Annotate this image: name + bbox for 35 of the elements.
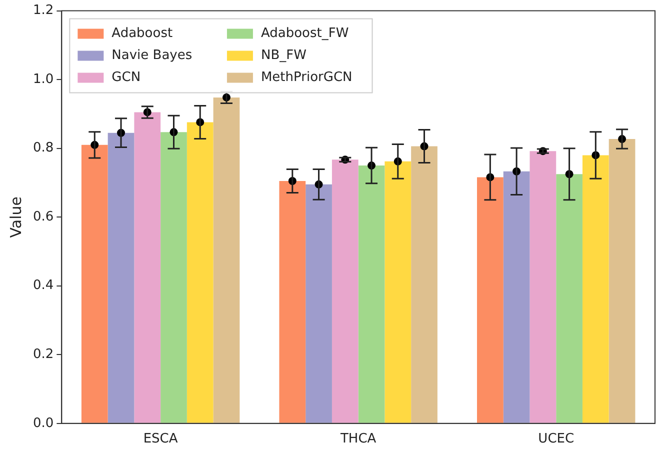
bar <box>556 174 582 423</box>
bar <box>81 144 108 423</box>
legend-label: MethPriorGCN <box>260 70 352 86</box>
bar <box>411 146 438 423</box>
legend-label: Adaboost <box>112 26 173 42</box>
bar <box>279 181 306 423</box>
legend-label: NB_FW <box>260 48 307 64</box>
legend-label: Adaboost_FW <box>260 26 349 42</box>
bar <box>108 132 134 423</box>
y-tick-label: 0.2 <box>32 347 54 362</box>
bar <box>608 139 636 423</box>
x-tick-label: ESCA <box>143 432 178 447</box>
y-axis-title: Value <box>6 196 25 238</box>
bar <box>134 112 161 423</box>
bar <box>384 161 412 423</box>
bar <box>186 122 214 423</box>
bar <box>160 132 187 423</box>
y-tick-label: 0.0 <box>32 416 54 431</box>
bar <box>503 171 530 423</box>
bar <box>306 184 332 423</box>
y-tick-label: 0.4 <box>32 278 54 294</box>
y-tick-label: 0.8 <box>32 140 54 156</box>
bar <box>530 151 556 423</box>
legend-label: Navie Bayes <box>112 48 192 64</box>
y-tick-label: 0.6 <box>32 209 54 224</box>
x-tick-label: UCEC <box>538 432 574 447</box>
bar <box>213 97 240 423</box>
bar <box>358 166 385 423</box>
bar <box>582 155 609 423</box>
bar <box>477 177 504 423</box>
x-tick-label: THCA <box>339 432 376 447</box>
bar <box>332 160 358 423</box>
legend-label: GCN <box>112 70 141 86</box>
y-tick-label: 1.2 <box>32 3 54 18</box>
y-tick-label: 1.0 <box>32 72 54 87</box>
